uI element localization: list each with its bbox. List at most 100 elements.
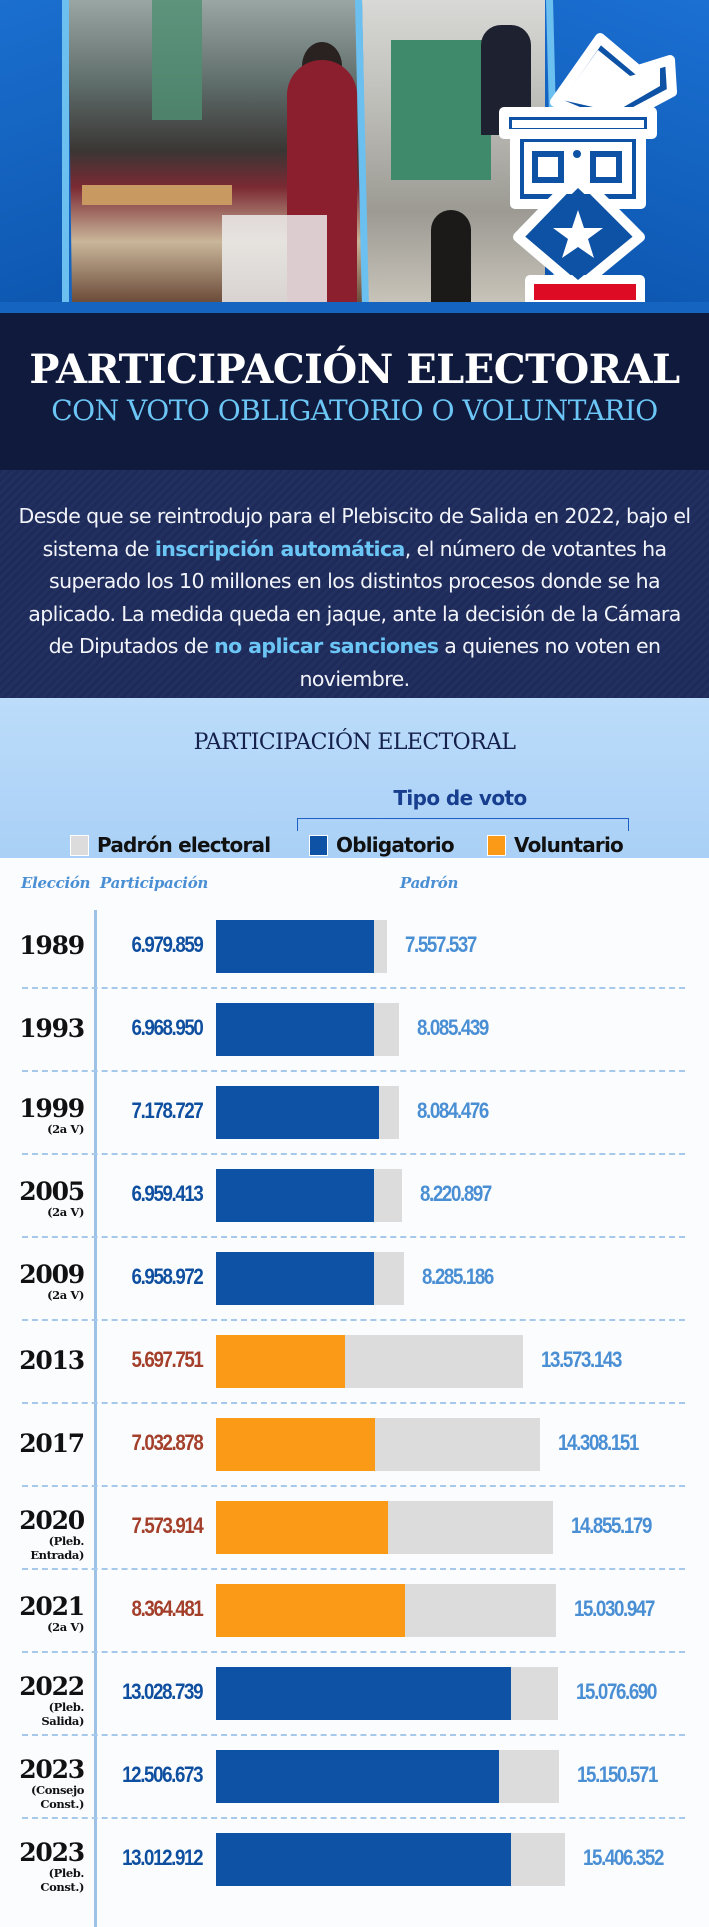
voting-photo-left bbox=[68, 0, 362, 302]
padron-value: 15.076.690 bbox=[575, 1679, 657, 1704]
hero-left-panel bbox=[0, 0, 66, 302]
padron-value: 8.285.186 bbox=[421, 1264, 494, 1289]
column-header-padron: Padrón bbox=[400, 874, 459, 892]
election-label: 2005 (2a V) bbox=[19, 1177, 85, 1220]
election-year: 2005 bbox=[19, 1177, 85, 1206]
election-label: 2021 (2a V) bbox=[19, 1592, 85, 1635]
padron-value: 15.406.352 bbox=[583, 1845, 664, 1870]
election-year: 2023 bbox=[19, 1838, 85, 1867]
chart-row: 2021 (2a V) 8.364.481 15.030.947 bbox=[0, 1569, 709, 1653]
participacion-value: 6.958.972 bbox=[131, 1264, 203, 1289]
legend-band bbox=[0, 698, 709, 858]
bar-participacion-obligatorio bbox=[216, 1169, 374, 1222]
election-sublabel: (Pleb. Entrada) bbox=[30, 1534, 84, 1562]
legend-group-title: Tipo de voto bbox=[393, 786, 527, 810]
chart-row: 2022 (Pleb. Salida) 13.028.739 15.076.690 bbox=[0, 1652, 709, 1736]
election-year: 1989 bbox=[19, 931, 85, 960]
page-title: PARTICIPACIÓN ELECTORAL bbox=[29, 346, 680, 393]
row-divider bbox=[22, 1734, 685, 1736]
election-year: 1993 bbox=[19, 1014, 85, 1043]
legend-item-padron: Padrón electoral bbox=[70, 831, 271, 859]
ballot-box-chile-flag-icon bbox=[499, 33, 677, 309]
column-header-eleccion: Elección bbox=[21, 874, 91, 892]
row-divider bbox=[22, 1568, 685, 1570]
chart-axis-line bbox=[94, 910, 97, 1927]
election-year: 2013 bbox=[19, 1346, 85, 1375]
election-year: 2022 bbox=[19, 1672, 85, 1701]
chart-row: 2013 5.697.751 13.573.143 bbox=[0, 1320, 709, 1404]
intro-paragraph: Desde que se reintrodujo para el Plebisc… bbox=[14, 500, 695, 695]
row-divider bbox=[22, 1319, 685, 1321]
chart-row: 2009 (2a V) 6.958.972 8.285.186 bbox=[0, 1237, 709, 1321]
legend-label: Obligatorio bbox=[336, 833, 455, 857]
page-subtitle: CON VOTO OBLIGATORIO O VOLUNTARIO bbox=[51, 394, 658, 427]
legend-label: Padrón electoral bbox=[97, 833, 271, 857]
row-divider bbox=[22, 1070, 685, 1072]
padron-value: 15.150.571 bbox=[577, 1762, 658, 1787]
intro-highlight: no aplicar sanciones bbox=[214, 634, 439, 658]
election-label: 2023 (Consejo Const.) bbox=[19, 1757, 85, 1812]
intro-text: Desde que se reintrodujo para el Plebisc… bbox=[18, 504, 692, 561]
legend-swatch-padron bbox=[70, 834, 89, 856]
legend-item-obligatorio: Obligatorio bbox=[309, 831, 455, 859]
participacion-value: 6.968.950 bbox=[131, 1015, 203, 1040]
election-sublabel: (Pleb. Salida) bbox=[41, 1700, 84, 1728]
bar-participacion-voluntario bbox=[216, 1418, 376, 1471]
participacion-value: 5.697.751 bbox=[131, 1347, 203, 1372]
election-year: 2020 bbox=[19, 1506, 85, 1535]
chart-row: 2005 (2a V) 6.959.413 8.220.897 bbox=[0, 1154, 709, 1238]
participacion-value: 6.959.413 bbox=[131, 1181, 203, 1206]
participacion-value: 6.979.859 bbox=[131, 932, 203, 957]
intro-text: a quienes no voten en noviembre. bbox=[299, 634, 661, 691]
election-label: 1993 bbox=[19, 1014, 85, 1043]
padron-value: 7.557.537 bbox=[405, 932, 477, 957]
bar-participacion-voluntario bbox=[216, 1501, 388, 1554]
election-year: 2021 bbox=[19, 1592, 85, 1621]
photo-divider bbox=[62, 0, 69, 302]
election-label: 1999 (2a V) bbox=[19, 1096, 85, 1137]
chart-row: 2020 (Pleb. Entrada) 7.573.914 14.855.179 bbox=[0, 1486, 709, 1570]
election-sublabel: (2a V) bbox=[47, 1620, 84, 1634]
intro-band bbox=[0, 470, 709, 698]
bar-participacion-obligatorio bbox=[216, 1003, 374, 1056]
photo-ballot-box bbox=[222, 215, 327, 302]
legend-label: Voluntario bbox=[514, 833, 624, 857]
hero-banner bbox=[0, 0, 709, 313]
bar-participacion-obligatorio bbox=[216, 1667, 512, 1720]
padron-value: 14.308.151 bbox=[558, 1430, 639, 1455]
column-header-participacion: Participación bbox=[100, 874, 209, 892]
photo-table bbox=[82, 185, 232, 205]
chart-row: 1999 (2a V) 7.178.727 8.084.476 bbox=[0, 1071, 709, 1155]
row-divider bbox=[22, 987, 685, 989]
legend-swatch-voluntario bbox=[487, 834, 506, 856]
hero-bottom-strip bbox=[0, 302, 709, 313]
election-label: 2023 (Pleb. Const.) bbox=[19, 1838, 85, 1895]
padron-value: 15.030.947 bbox=[574, 1596, 655, 1621]
participacion-value: 12.506.673 bbox=[122, 1762, 203, 1787]
chart-title: PARTICIPACIÓN ELECTORAL bbox=[193, 730, 516, 755]
election-sublabel: (2a V) bbox=[47, 1122, 84, 1136]
chart-row: 2023 (Pleb. Const.) 13.012.912 15.406.352 bbox=[0, 1818, 709, 1901]
participacion-value: 7.032.878 bbox=[131, 1430, 203, 1455]
election-sublabel: (Consejo Const.) bbox=[30, 1783, 84, 1811]
padron-value: 8.220.897 bbox=[420, 1181, 492, 1206]
legend-swatch-obligatorio bbox=[309, 834, 328, 856]
participacion-value: 13.012.912 bbox=[122, 1845, 203, 1870]
chart-row: 2023 (Consejo Const.) 12.506.673 15.150.571 bbox=[0, 1735, 709, 1819]
row-divider bbox=[22, 1651, 685, 1653]
chart-row: 1993 6.968.950 8.085.439 bbox=[0, 988, 709, 1072]
row-divider bbox=[22, 1153, 685, 1155]
election-sublabel: (Pleb. Const.) bbox=[40, 1866, 84, 1894]
election-year: 2009 bbox=[19, 1260, 85, 1289]
participacion-value: 8.364.481 bbox=[131, 1596, 203, 1621]
bar-participacion-obligatorio bbox=[216, 1750, 500, 1803]
padron-value: 14.855.179 bbox=[570, 1513, 652, 1538]
padron-value: 13.573.143 bbox=[541, 1347, 622, 1372]
bar-participacion-obligatorio bbox=[216, 1252, 374, 1305]
election-label: 2017 bbox=[19, 1431, 85, 1457]
row-divider bbox=[22, 1402, 685, 1404]
row-divider bbox=[22, 1817, 685, 1819]
election-label: 2013 bbox=[19, 1346, 85, 1375]
photo-booth-curtain bbox=[152, 0, 202, 120]
padron-value: 8.085.439 bbox=[417, 1015, 489, 1040]
